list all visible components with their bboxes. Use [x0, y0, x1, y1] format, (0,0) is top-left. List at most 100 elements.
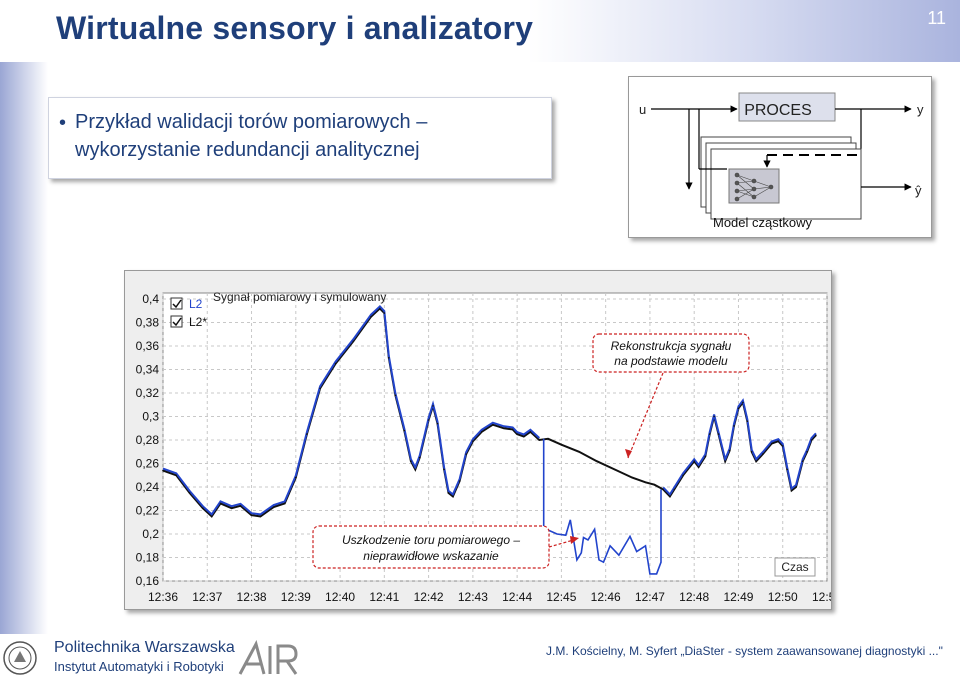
title-bar — [0, 0, 960, 62]
y-tick-label: 0,32 — [136, 386, 160, 400]
legend-label-l2: L2 — [189, 297, 203, 311]
x-tick-label: 12:40 — [325, 590, 355, 604]
data-point — [465, 453, 468, 455]
footer-institute: Instytut Automatyki i Robotyki — [54, 659, 224, 674]
chart-svg: 0,4 0,38 0,36 0,34 0,32 0,3 0,28 0,26 0,24 0,22 0,… — [136, 290, 843, 604]
data-point — [458, 480, 461, 482]
y-tick-label: 0,18 — [136, 551, 160, 565]
bullet-text: Przykład walidacji torów pomiarowych – w… — [75, 108, 427, 164]
data-point — [472, 440, 474, 442]
process-label: PROCES — [744, 102, 812, 119]
data-point — [578, 451, 580, 453]
data-point — [480, 431, 483, 433]
data-point — [259, 515, 262, 518]
diagram-svg: PROCES u y ŷ Model cząstkowy — [639, 92, 924, 230]
series-l2-fault-line — [542, 438, 662, 575]
data-point — [806, 451, 808, 453]
process-model-diagram: PROCES u y ŷ Model cząstkowy — [628, 76, 932, 238]
estimate-label: ŷ — [915, 183, 922, 198]
x-tick-label: 12:50 — [768, 590, 798, 604]
x-tick-label: 12:49 — [723, 590, 753, 604]
data-point — [682, 474, 684, 477]
data-point — [230, 507, 233, 509]
data-point — [447, 492, 450, 494]
y-tick-label: 0,24 — [136, 480, 160, 494]
data-point — [436, 422, 439, 425]
data-point — [403, 429, 406, 432]
data-point — [283, 502, 286, 505]
data-point — [379, 307, 381, 310]
data-point — [790, 489, 793, 492]
reconstruction-arrowhead — [625, 449, 632, 458]
data-point — [742, 401, 744, 404]
data-point — [162, 469, 164, 472]
bullet-line-1: Przykład walidacji torów pomiarowych – — [75, 111, 428, 133]
y-tick-label: 0,2 — [142, 527, 159, 541]
model-label: Model cząstkowy — [713, 215, 812, 230]
reconstruction-callout — [592, 333, 750, 373]
data-point — [644, 481, 647, 484]
x-tick-label: 12:42 — [414, 590, 444, 604]
data-point — [693, 460, 695, 462]
legend-checkbox-l2 — [170, 297, 183, 310]
fault-text-2: nieprawidłowe wskazanie — [363, 549, 499, 563]
x-tick-label: 12:44 — [502, 590, 532, 604]
data-point — [801, 460, 804, 462]
data-point — [713, 415, 715, 418]
neural-net-nodes — [734, 172, 774, 202]
footer — [0, 634, 960, 678]
data-point — [388, 357, 390, 359]
data-point — [250, 514, 253, 516]
y-tick-label: 0,36 — [136, 339, 160, 353]
data-point — [733, 425, 735, 427]
x-tick-label: 12:45 — [546, 590, 576, 604]
x-tick-label: 12:46 — [591, 590, 621, 604]
page-number: 11 — [927, 8, 946, 28]
y-tick-label: 0,26 — [136, 457, 160, 471]
data-point — [750, 451, 753, 453]
data-point — [319, 387, 321, 390]
y-tick-label: 0,38 — [136, 316, 160, 330]
reconstruction-text-1: Rekonstrukcja sygnału — [611, 339, 732, 353]
university-seal-icon — [3, 641, 37, 675]
data-point — [762, 453, 764, 455]
data-point — [770, 442, 773, 445]
annotation-top: Sygnał pomiarowy i symulowany — [213, 290, 386, 304]
fault-text-1: Uszkodzenie toru pomiarowego – — [342, 533, 520, 547]
data-point — [795, 486, 797, 488]
data-point — [613, 468, 616, 471]
data-point — [492, 423, 494, 426]
x-tick-label: 12:37 — [192, 590, 222, 604]
data-point — [352, 340, 355, 343]
x-tick-label: 12:47 — [635, 590, 665, 604]
x-tick-label: 12:41 — [369, 590, 399, 604]
data-point — [427, 419, 430, 421]
legend-check-l2-star — [172, 317, 182, 327]
data-point — [697, 466, 700, 468]
signal-chart: 0,4 0,38 0,36 0,34 0,32 0,3 0,28 0,26 0,24 0,22 0,… — [124, 270, 843, 610]
legend-label-l2-star: L2* — [189, 315, 207, 329]
data-point — [704, 455, 707, 458]
data-point — [210, 515, 213, 518]
data-point — [781, 445, 784, 447]
data-point — [295, 476, 297, 479]
data-point — [717, 433, 720, 435]
data-point — [560, 443, 563, 446]
data-point — [432, 405, 434, 407]
data-point — [239, 505, 242, 507]
series-l2-line — [162, 304, 817, 516]
input-label: u — [639, 102, 646, 117]
data-point — [511, 428, 514, 431]
y-tick-label: 0,3 — [142, 410, 159, 424]
output-label: y — [917, 102, 924, 117]
x-tick-label: 12:51 — [812, 590, 831, 604]
data-point — [755, 460, 757, 462]
data-point — [414, 468, 417, 471]
y-tick-label: 0,34 — [136, 363, 160, 377]
slide-title: Wirtualne sensory i analizatory — [56, 10, 534, 46]
data-point — [503, 427, 505, 430]
x-tick-label: 12:48 — [679, 590, 709, 604]
institute-logo-icon — [238, 640, 298, 675]
legend-check-l2 — [172, 299, 182, 309]
legend-checkbox-l2-star — [170, 315, 183, 328]
